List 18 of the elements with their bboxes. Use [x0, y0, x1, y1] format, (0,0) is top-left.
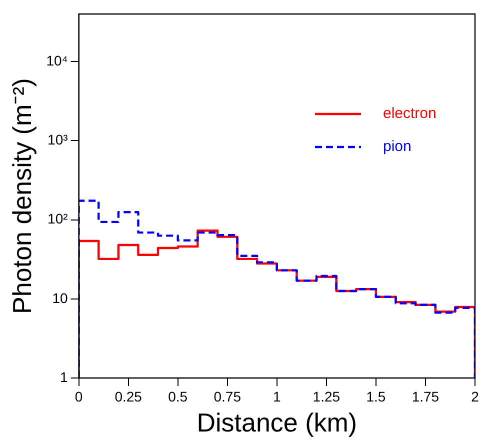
y-tick-label: 10⁴: [46, 52, 68, 68]
x-tick-label: 0.25: [114, 388, 142, 404]
x-tick-label: 1.75: [412, 388, 440, 404]
x-tick-label: 1.25: [312, 388, 340, 404]
y-tick-label: 10²: [48, 210, 68, 227]
x-axis-title: Distance (km): [196, 408, 358, 438]
x-tick-label: 1.5: [366, 388, 386, 404]
y-tick-label: 10³: [48, 132, 68, 148]
legend-label: electron: [383, 105, 436, 122]
y-axis-title: Photon density (m⁻²): [6, 78, 37, 314]
y-tick-label: 1: [60, 368, 68, 385]
x-tick-label: 0: [74, 388, 83, 404]
x-tick-label: 1: [272, 388, 281, 404]
legend-label: pion: [383, 138, 412, 156]
x-tick-label: 0.75: [214, 388, 242, 404]
x-tick-label: 0.5: [168, 388, 188, 404]
x-tick-label: 2: [471, 388, 480, 404]
y-tick-label: 10: [52, 290, 68, 306]
